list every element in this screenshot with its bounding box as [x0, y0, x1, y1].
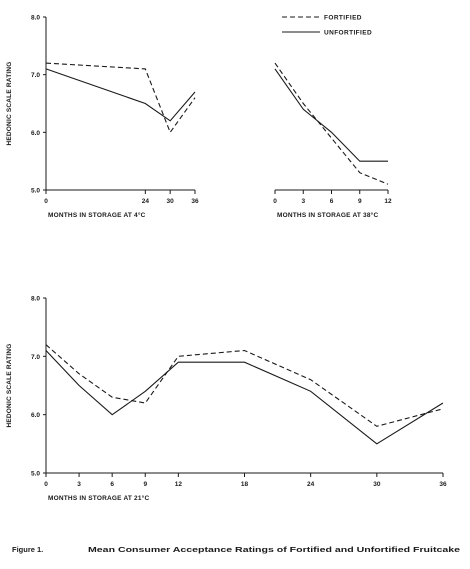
- x-tick-label: 6: [110, 481, 114, 488]
- y-tick-label: 5.0: [31, 471, 40, 478]
- chart-panel-4c: 0 24 30 36 8.0 7.0 6.0 5.0 HEDONIC SCALE RATING M…: [6, 15, 199, 220]
- x-axis-label: MONTHS IN STORAGE AT 4°C: [48, 211, 146, 219]
- x-tick-label: 3: [77, 481, 81, 488]
- chart-panel-38c: 0 3 6 9 12 MONTHS IN STORAGE AT 38°C: [273, 62, 392, 219]
- y-axis-label: HEDONIC SCALE RATING: [6, 343, 13, 427]
- x-tick-label: 36: [191, 198, 199, 205]
- x-tick-label: 18: [241, 481, 249, 488]
- x-tick-label: 30: [373, 481, 381, 488]
- y-tick-label: 5.0: [31, 188, 40, 195]
- legend-label-fortified: FORTIFIED: [324, 15, 362, 22]
- series-line-fortified: [274, 62, 389, 185]
- series-line-fortified: [45, 344, 444, 427]
- y-tick-label: 6.0: [31, 412, 40, 419]
- x-tick-label: 12: [175, 481, 183, 488]
- y-tick-label: 8.0: [31, 15, 40, 22]
- x-tick-label: 36: [439, 481, 447, 488]
- x-tick-label: 0: [273, 198, 277, 205]
- figure-caption: Figure 1. Mean Consumer Acceptance Ratin…: [12, 545, 460, 554]
- x-tick-label: 30: [167, 198, 175, 205]
- x-axis-label: MONTHS IN STORAGE AT 21°C: [48, 494, 149, 502]
- series-line-unfortified: [274, 68, 388, 162]
- caption-label: Figure 1.: [12, 545, 43, 554]
- x-tick-label: 12: [384, 198, 392, 205]
- x-tick-label: 0: [44, 481, 48, 488]
- x-tick-label: 0: [44, 198, 48, 205]
- x-tick-label: 24: [142, 198, 150, 205]
- y-tick-label: 8.0: [31, 296, 40, 303]
- x-tick-label: 9: [358, 198, 362, 205]
- series-line-fortified: [45, 62, 196, 134]
- legend: FORTIFIED UNFORTIFIED: [282, 15, 372, 37]
- y-axis-label: HEDONIC SCALE RATING: [6, 61, 13, 145]
- caption-text: Mean Consumer Acceptance Ratings of Fort…: [88, 545, 460, 554]
- x-tick-label: 3: [301, 198, 305, 205]
- y-tick-label: 7.0: [31, 72, 40, 79]
- x-axis-label: MONTHS IN STORAGE AT 38°C: [277, 211, 378, 219]
- x-tick-label: 6: [330, 198, 334, 205]
- y-tick-label: 6.0: [31, 130, 40, 137]
- x-tick-label: 9: [143, 481, 147, 488]
- y-tick-label: 7.0: [31, 354, 40, 361]
- x-tick-label: 24: [307, 481, 315, 488]
- legend-label-unfortified: UNFORTIFIED: [324, 30, 372, 37]
- series-line-unfortified: [45, 350, 444, 445]
- series-line-unfortified: [45, 68, 196, 122]
